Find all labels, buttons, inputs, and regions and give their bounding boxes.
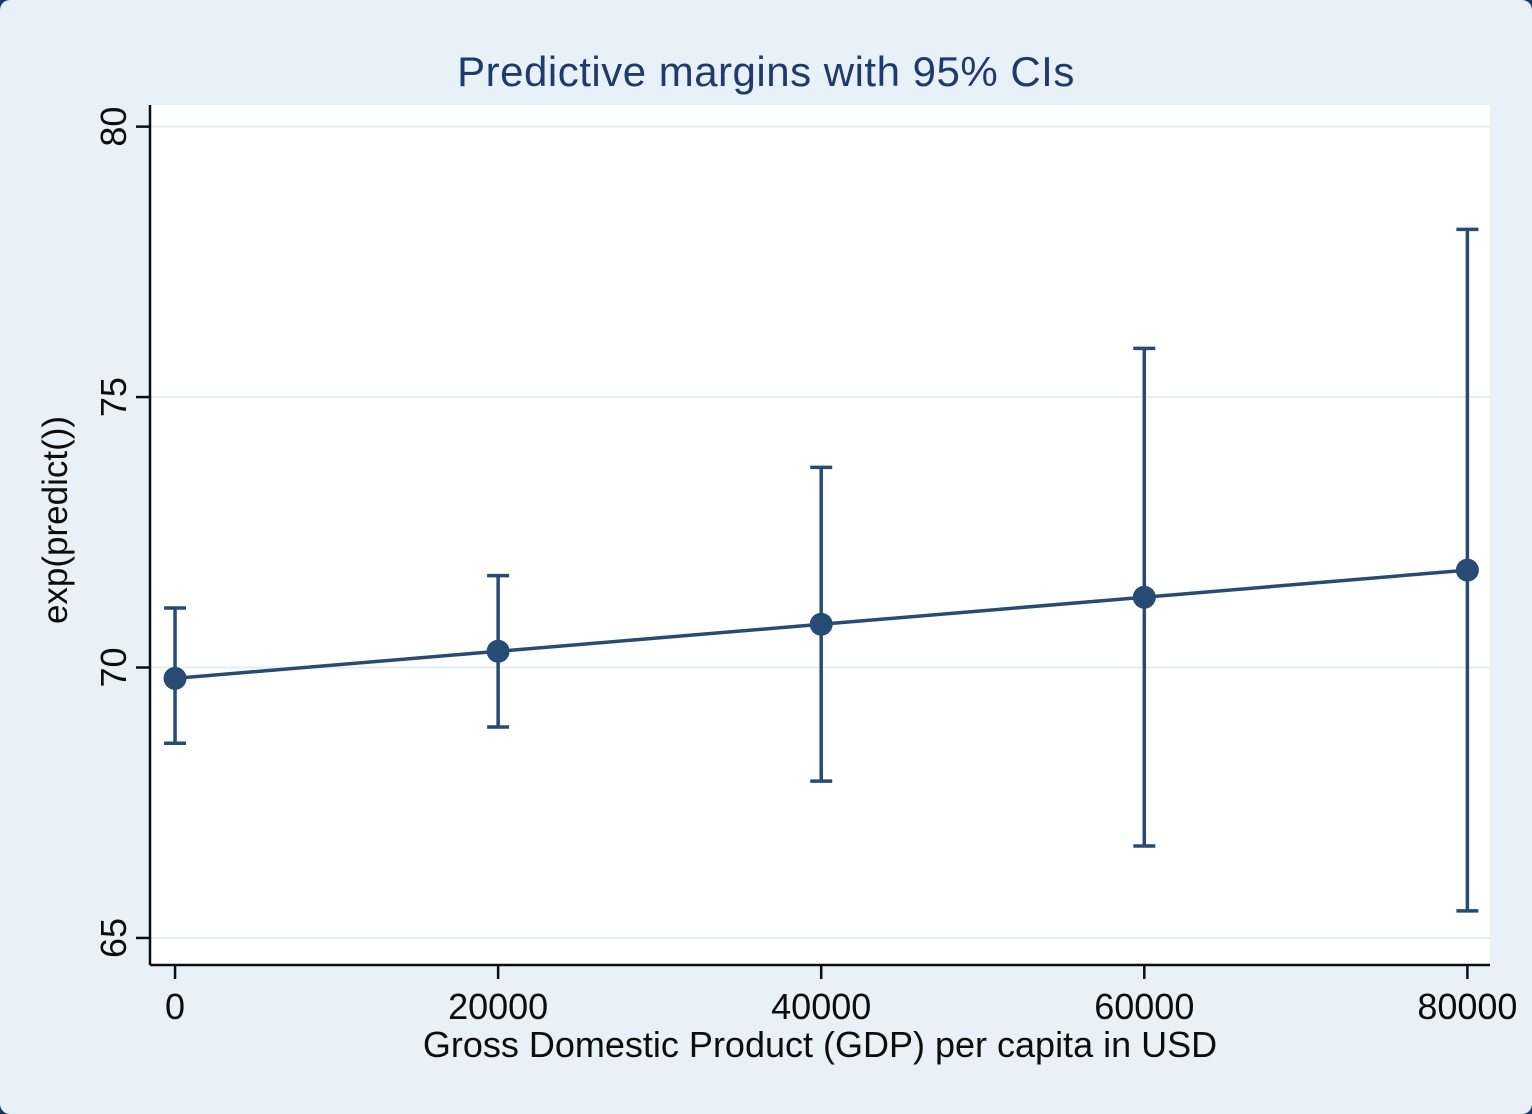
x-axis-title: Gross Domestic Product (GDP) per capita … [422,1024,1218,1065]
x-tick-label: 60000 [1094,986,1194,1027]
y-tick-label: 75 [93,377,134,417]
data-point-marker [1455,558,1479,582]
data-point-marker [163,666,187,690]
x-tick-label: 0 [165,986,185,1027]
data-point-marker [809,612,833,636]
y-tick-label: 65 [93,918,134,958]
data-point-marker [1132,585,1156,609]
y-tick-label: 70 [93,647,134,687]
x-tick-label: 40000 [771,986,871,1027]
x-tick-label: 20000 [448,986,548,1027]
data-point-marker [486,639,510,663]
x-tick-label: 80000 [1417,986,1517,1027]
chart-title: Predictive margins with 95% CIs [457,48,1075,95]
y-tick-label: 80 [93,107,134,147]
